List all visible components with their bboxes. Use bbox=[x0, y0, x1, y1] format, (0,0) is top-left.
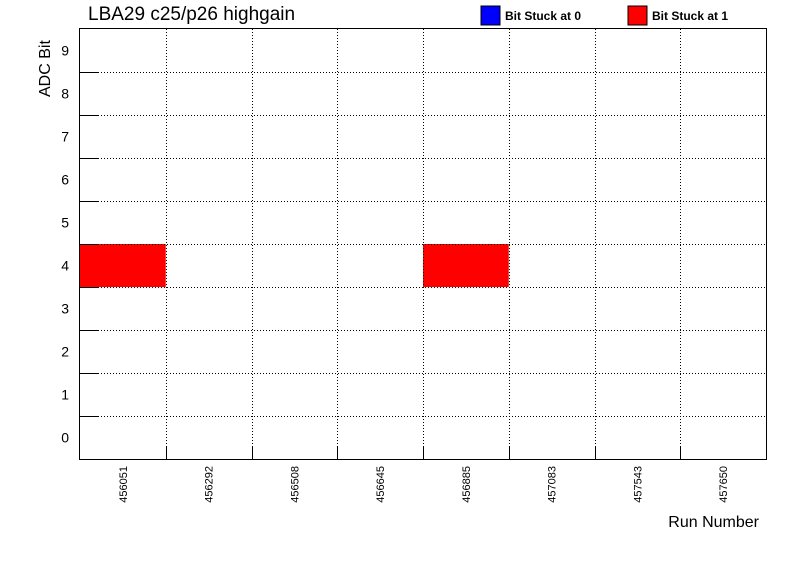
x-tick-label-456292: 456292 bbox=[204, 466, 216, 503]
y-tick-label-9: 9 bbox=[61, 43, 69, 59]
legend-swatch-stuck-at-1 bbox=[627, 5, 648, 26]
plot-frame bbox=[79, 28, 767, 460]
x-tick-label-456508: 456508 bbox=[289, 466, 301, 503]
x-tick-label-456645: 456645 bbox=[375, 466, 387, 503]
x-tick-label-457083: 457083 bbox=[547, 466, 559, 503]
y-tick-label-7: 7 bbox=[61, 129, 69, 145]
y-tick-label-1: 1 bbox=[61, 387, 69, 403]
x-tick-label-457650: 457650 bbox=[718, 466, 730, 503]
legend-swatch-stuck-at-0 bbox=[480, 5, 501, 26]
cells-layer bbox=[80, 244, 509, 287]
y-tick-label-3: 3 bbox=[61, 301, 69, 317]
y-tick-label-6: 6 bbox=[61, 172, 69, 188]
y-tick-label-0: 0 bbox=[61, 430, 69, 446]
chart-title: LBA29 c25/p26 highgain bbox=[88, 4, 295, 25]
y-tick-label-5: 5 bbox=[61, 215, 69, 231]
legend-label-stuck-at-1: Bit Stuck at 1 bbox=[652, 9, 728, 23]
y-tick-label-8: 8 bbox=[61, 86, 69, 102]
x-tick-label-456885: 456885 bbox=[461, 466, 473, 503]
legend-label-stuck-at-0: Bit Stuck at 0 bbox=[505, 9, 581, 23]
x-tick-labels: 456051 456292 456508 456645 456885 457083 4575… bbox=[118, 466, 730, 503]
x-tick-label-456051: 456051 bbox=[118, 466, 130, 503]
cell-bit-stuck-at-1-456051-bit-4 bbox=[80, 244, 166, 287]
y-tick-label-2: 2 bbox=[61, 344, 69, 360]
x-tick-label-457543: 457543 bbox=[632, 466, 644, 503]
y-tick-labels: 0 1 2 3 4 5 6 7 8 9 bbox=[61, 43, 69, 446]
grid-layer bbox=[80, 29, 766, 459]
ticks-layer bbox=[80, 72, 681, 459]
y-tick-label-4: 4 bbox=[61, 258, 69, 274]
legend: Bit Stuck at 0 Bit Stuck at 1 bbox=[480, 5, 728, 26]
x-axis-title: Run Number bbox=[668, 514, 759, 531]
y-axis-title: ADC Bit bbox=[37, 40, 54, 97]
cell-bit-stuck-at-1-456885-bit-4 bbox=[423, 244, 509, 287]
